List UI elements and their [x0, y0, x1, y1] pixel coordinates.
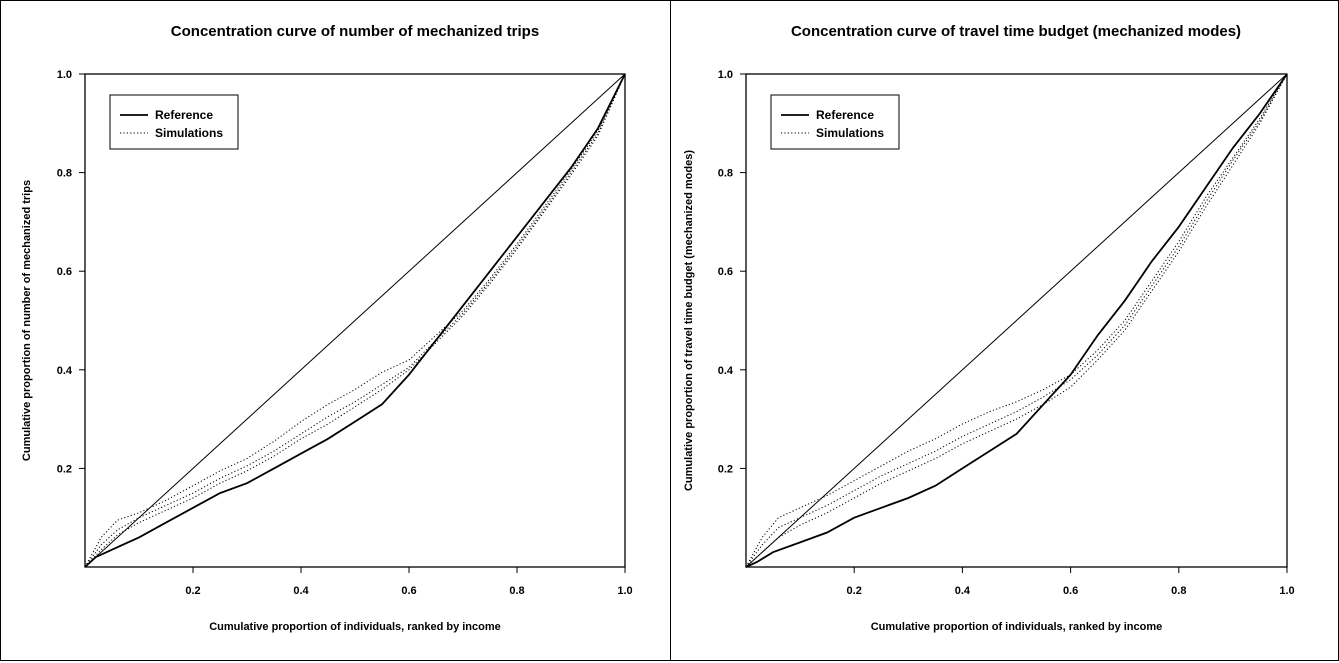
left-series-reference-line [84, 73, 626, 568]
left-series-simulation-line [84, 73, 626, 568]
right-x-tick-label: 0.4 [955, 585, 971, 597]
left-x-tick-label: 0.6 [401, 585, 416, 597]
left-y-tick-label: 0.4 [57, 365, 73, 377]
left-legend-reference-label: Reference [155, 108, 213, 122]
left-series-simulation-line [84, 73, 626, 568]
right-x-tick-label: 1.0 [1279, 585, 1294, 597]
right-x-axis-label: Cumulative proportion of individuals, ra… [871, 621, 1163, 633]
right-series-simulation-line [745, 73, 1288, 568]
right-legend-simulations-label: Simulations [816, 126, 884, 140]
left-x-axis-label: Cumulative proportion of individuals, ra… [209, 621, 501, 633]
left-plot-area [84, 73, 626, 568]
right-y-tick-label: 0.2 [718, 463, 733, 475]
right-y-axis-label: Cumulative proportion of travel time bud… [683, 150, 695, 491]
left-y-axis-label: Cumulative proportion of number of mecha… [21, 180, 33, 461]
left-x-tick-label: 0.4 [293, 585, 309, 597]
right-series-reference-line [745, 73, 1288, 568]
left-y-tick-label: 1.0 [57, 69, 72, 81]
right-x-tick-label: 0.2 [847, 585, 862, 597]
right-y-tick-label: 0.6 [718, 266, 733, 278]
right-legend-reference-label: Reference [816, 108, 874, 122]
left-x-tick-label: 1.0 [617, 585, 632, 597]
left-y-tick-label: 0.6 [57, 266, 72, 278]
right-x-tick-label: 0.8 [1171, 585, 1186, 597]
left-equality-line [84, 73, 626, 568]
right-plot-area [745, 73, 1288, 568]
right-y-tick-label: 0.8 [718, 168, 733, 180]
left-legend-simulations-label: Simulations [155, 126, 223, 140]
right-chart-title: Concentration curve of travel time budge… [791, 23, 1241, 40]
right-y-tick-label: 0.4 [718, 365, 734, 377]
right-legend-box [770, 94, 900, 150]
left-legend-box [109, 94, 239, 150]
right-x-tick-label: 0.6 [1063, 585, 1078, 597]
left-y-tick-label: 0.2 [57, 463, 72, 475]
left-x-tick-label: 0.2 [185, 585, 200, 597]
right-y-tick-label: 1.0 [718, 69, 733, 81]
left-x-tick-label: 0.8 [509, 585, 524, 597]
left-y-tick-label: 0.8 [57, 168, 72, 180]
right-equality-line [745, 73, 1288, 568]
left-chart-title: Concentration curve of number of mechani… [171, 23, 539, 40]
